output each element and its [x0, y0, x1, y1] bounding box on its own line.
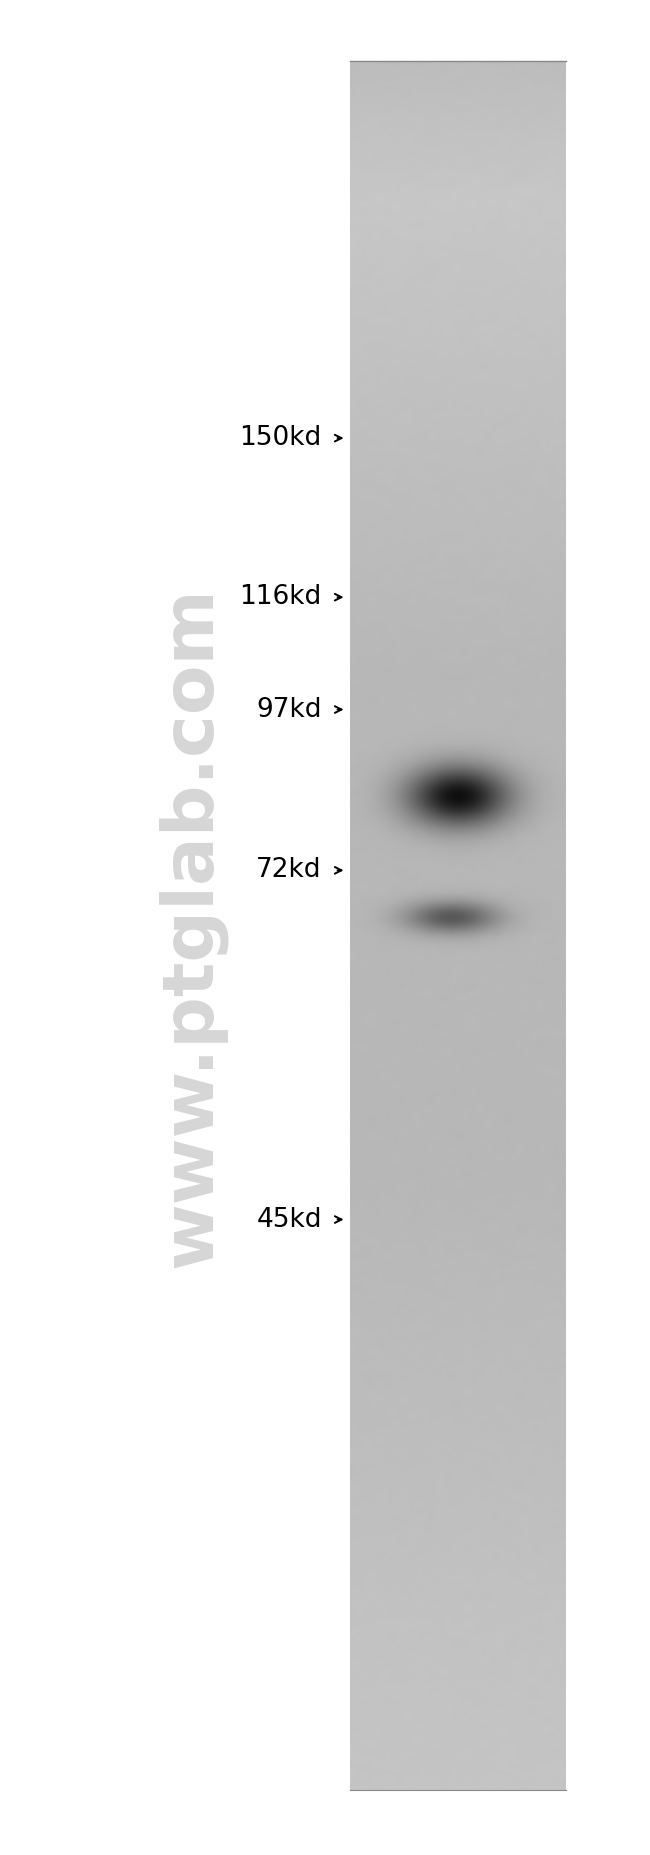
Text: www.ptglab.com: www.ptglab.com	[157, 586, 226, 1269]
Text: 97kd: 97kd	[256, 696, 322, 723]
Text: 116kd: 116kd	[239, 584, 322, 610]
Text: 45kd: 45kd	[256, 1206, 322, 1232]
Text: 72kd: 72kd	[256, 857, 322, 883]
Text: 150kd: 150kd	[239, 425, 322, 451]
